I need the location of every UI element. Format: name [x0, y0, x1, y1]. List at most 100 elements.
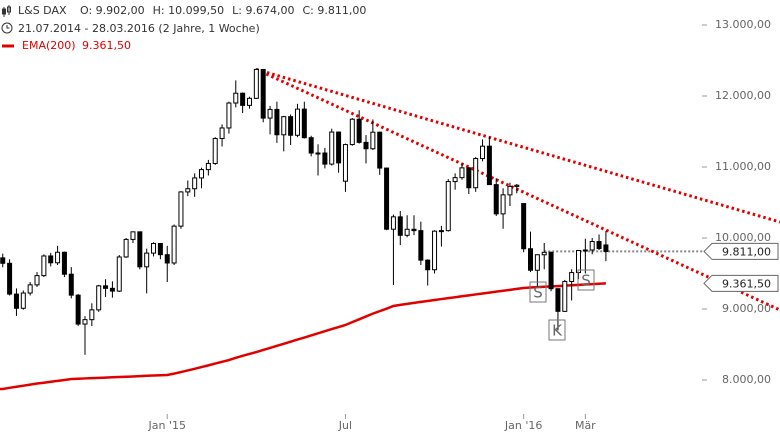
- candle-body: [390, 216, 396, 230]
- price-label: 9.811,00: [722, 245, 771, 258]
- candle-body: [144, 252, 150, 268]
- candle-body: [493, 184, 499, 215]
- candle-body: [103, 285, 109, 289]
- candle-body: [75, 294, 81, 325]
- x-tick-label: Jan '15: [147, 419, 185, 432]
- candle-body: [486, 145, 492, 186]
- candle-body: [555, 288, 561, 312]
- ema-value: 9.361,50: [82, 39, 131, 52]
- candle-body: [246, 97, 252, 106]
- candle-body: [288, 116, 294, 136]
- price-box: [703, 242, 779, 260]
- candle-body: [55, 251, 61, 264]
- candle-body: [603, 244, 609, 252]
- candle-body: [356, 118, 362, 143]
- candle-body: [534, 254, 540, 271]
- candle-body: [500, 194, 506, 215]
- candle-body: [507, 185, 513, 196]
- candle-body: [0, 257, 6, 264]
- ohlc-value: H: 10.099,50: [153, 4, 224, 17]
- ohlc-value: L: 9.674,00: [232, 4, 294, 17]
- candle-body: [171, 225, 177, 264]
- pattern-box: [548, 319, 566, 341]
- candle-body: [349, 118, 355, 146]
- candle-body: [322, 152, 328, 165]
- candle-body: [514, 184, 520, 187]
- candle-body: [342, 144, 348, 182]
- candle-icon: [2, 5, 11, 17]
- candle-body: [377, 131, 383, 169]
- candle-body: [411, 228, 417, 232]
- y-tick-label: 13.000,00: [715, 18, 771, 31]
- candle-body: [185, 188, 191, 193]
- candle-body: [96, 285, 102, 311]
- candle-body: [253, 68, 259, 99]
- candle-body: [226, 102, 232, 129]
- candle-body: [34, 275, 40, 286]
- candle-body: [473, 158, 479, 189]
- candle-body: [27, 284, 33, 294]
- candle-body: [151, 242, 157, 254]
- candle-body: [445, 181, 451, 232]
- y-tick-label: 9.000,00: [722, 302, 771, 315]
- candle-body: [267, 108, 273, 119]
- candle-body: [521, 203, 527, 250]
- candle-body: [384, 167, 390, 230]
- instrument: L&S DAX: [18, 4, 67, 17]
- candle-body: [466, 167, 472, 189]
- price-label: 9.361,50: [722, 277, 771, 290]
- candle-body: [157, 242, 163, 256]
- candle-body: [219, 127, 225, 140]
- candle-body: [363, 141, 369, 150]
- candle-body: [199, 169, 205, 179]
- candle-body: [41, 255, 47, 277]
- candle-body: [418, 230, 424, 261]
- date-range: 21.07.2014 - 28.03.2016 (2 Jahre, 1 Woch…: [18, 22, 260, 35]
- candle-body: [233, 92, 239, 104]
- x-tick-label: Jan '16: [504, 419, 542, 432]
- candle-body: [48, 255, 54, 264]
- candle-body: [452, 177, 458, 183]
- candle-body: [575, 249, 581, 274]
- clock-icon: [1, 22, 13, 34]
- candle-body: [308, 137, 314, 154]
- candle-body: [404, 228, 410, 236]
- candle-body: [541, 251, 547, 256]
- candle-body: [82, 319, 88, 325]
- candle-body: [459, 167, 465, 179]
- candle-body: [123, 238, 129, 258]
- y-tick-label: 11.000,00: [715, 160, 771, 173]
- candle-body: [212, 138, 218, 164]
- candle-body: [20, 292, 26, 309]
- candle-body: [137, 231, 143, 268]
- candle-body: [301, 108, 307, 139]
- pattern-label: K: [552, 322, 563, 340]
- candle-body: [7, 262, 13, 295]
- y-tick-label: 8.000,00: [722, 373, 771, 386]
- candle-body: [205, 162, 211, 171]
- pattern-box: [529, 281, 547, 303]
- candle-body: [274, 108, 280, 136]
- candle-body: [569, 272, 575, 282]
- candle-body: [480, 145, 486, 160]
- candle-body: [596, 241, 602, 250]
- candle-body: [240, 92, 246, 106]
- x-tick-label: Jul: [338, 419, 352, 432]
- candle-body: [61, 251, 67, 275]
- candle-body: [116, 256, 122, 292]
- candle-body: [528, 248, 534, 271]
- candle-body: [370, 131, 376, 150]
- ohlc: O: 9.902,00 H: 10.099,50 L: 9.674,00 C: 9.8…: [80, 4, 366, 17]
- candle-body: [178, 191, 184, 227]
- pattern-label: S: [581, 272, 591, 290]
- candle-body: [582, 249, 588, 252]
- candle-body: [397, 216, 403, 236]
- candle-body: [425, 259, 431, 271]
- y-tick-label: 12.000,00: [715, 89, 771, 102]
- candle-body: [294, 108, 300, 136]
- pattern-label: S: [533, 284, 543, 302]
- candle-body: [68, 273, 74, 296]
- candle-body: [589, 241, 595, 251]
- candle-body: [315, 152, 321, 155]
- candle-body: [109, 287, 115, 292]
